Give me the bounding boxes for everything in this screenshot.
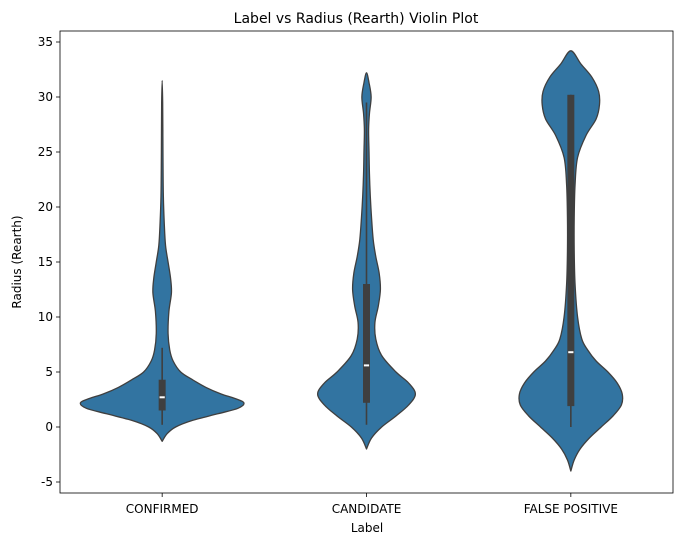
- violin-false-positive: [518, 50, 624, 472]
- y-tick-label: 10: [38, 310, 53, 324]
- violin-candidate: [316, 72, 417, 450]
- violin-iqr-box: [158, 379, 166, 411]
- y-tick-label: 20: [38, 200, 53, 214]
- x-tick-label: CONFIRMED: [126, 502, 199, 516]
- x-tick-label: CANDIDATE: [332, 502, 402, 516]
- violin-body: [79, 79, 245, 442]
- violins: [79, 50, 624, 472]
- y-tick-label: 25: [38, 145, 53, 159]
- y-tick-label: 5: [45, 365, 53, 379]
- y-tick-label: 15: [38, 255, 53, 269]
- y-tick-label: 30: [38, 90, 53, 104]
- violin-iqr-box: [567, 94, 575, 407]
- y-tick-label: 35: [38, 35, 53, 49]
- violin-iqr-box: [363, 284, 370, 403]
- y-axis: -5 0 5 10 15 20 25 30 35: [38, 35, 60, 489]
- x-axis-title: Label: [351, 521, 383, 535]
- y-axis-title: Radius (Rearth): [10, 215, 24, 308]
- y-tick-label: 0: [45, 420, 53, 434]
- y-tick-label: -5: [41, 475, 53, 489]
- chart-title: Label vs Radius (Rearth) Violin Plot: [234, 11, 479, 27]
- x-axis: CONFIRMED CANDIDATE FALSE POSITIVE: [126, 493, 618, 516]
- violin-confirmed: [79, 79, 245, 442]
- x-tick-label: FALSE POSITIVE: [524, 502, 618, 516]
